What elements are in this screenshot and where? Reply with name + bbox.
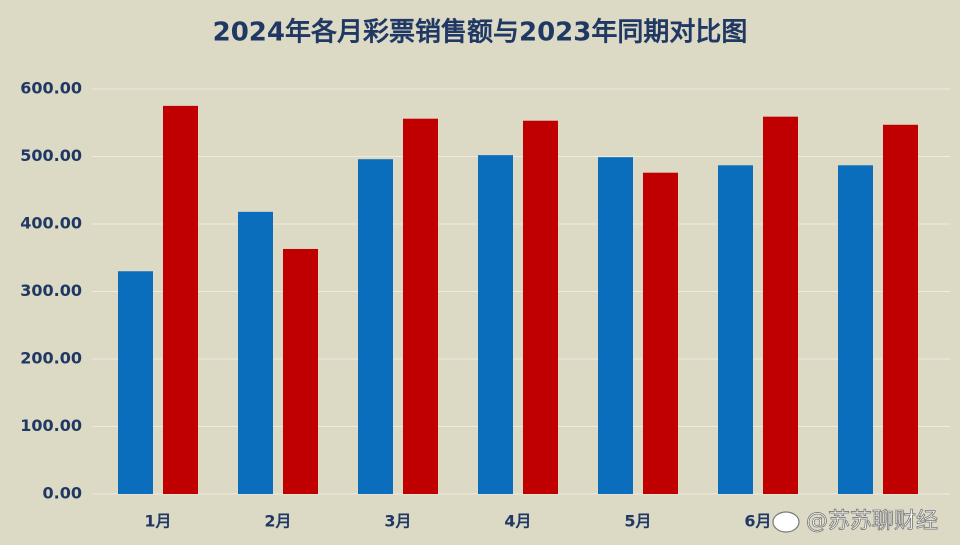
bar xyxy=(283,248,318,494)
x-tick-label: 1月 xyxy=(144,512,171,531)
y-tick-label: 400.00 xyxy=(20,214,82,233)
y-tick-label: 0.00 xyxy=(43,484,82,503)
chart-title: 2024年各月彩票销售额与2023年同期对比图 xyxy=(213,17,748,48)
y-tick-label: 600.00 xyxy=(20,79,82,98)
bar xyxy=(478,155,513,494)
x-tick-label: 6月 xyxy=(744,512,771,531)
bar xyxy=(358,159,393,494)
x-tick-label: 5月 xyxy=(624,512,651,531)
y-tick-label: 500.00 xyxy=(20,146,82,165)
bar xyxy=(643,172,678,494)
bar xyxy=(523,120,558,494)
x-tick-label: 4月 xyxy=(504,512,531,531)
x-tick-label: 3月 xyxy=(384,512,411,531)
bar xyxy=(238,211,273,494)
bar xyxy=(403,118,438,494)
bar xyxy=(838,165,873,494)
y-tick-label: 200.00 xyxy=(20,349,82,368)
watermark-icon xyxy=(772,511,800,533)
y-tick-label: 100.00 xyxy=(20,416,82,435)
bar xyxy=(763,116,798,495)
watermark-text: @苏苏聊财经 xyxy=(806,509,938,534)
bar xyxy=(598,157,633,495)
bar xyxy=(718,165,753,494)
x-tick-label: 2月 xyxy=(264,512,291,531)
bar xyxy=(883,124,918,495)
bar xyxy=(163,105,198,494)
bar xyxy=(118,271,153,494)
y-tick-label: 300.00 xyxy=(20,281,82,300)
